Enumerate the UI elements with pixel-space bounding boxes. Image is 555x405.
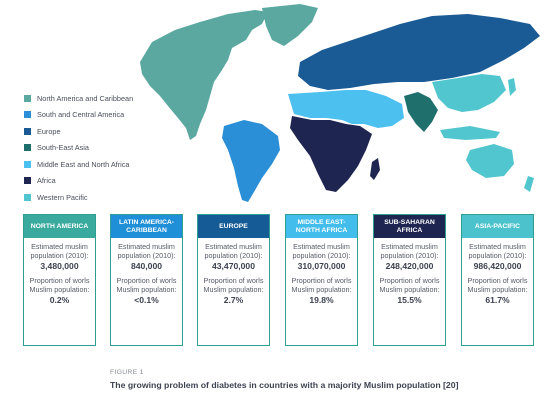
region-card: EUROPE Estimated muslim population (2010)… <box>197 214 270 346</box>
proportion-value: 0.2% <box>49 295 70 305</box>
map-region-africa <box>290 116 372 192</box>
region-cards: NORTH AMERICA Estimated muslim population… <box>23 214 534 348</box>
card-title: LATIN AMERICA-CARIBBEAN <box>111 215 182 238</box>
proportion-label: Proportion of worls Muslim population: <box>467 276 528 294</box>
card-title: EUROPE <box>198 215 269 238</box>
legend-label: Middle East and North Africa <box>37 159 130 169</box>
legend-item: Western Pacific <box>24 189 133 206</box>
legend-label: Western Pacific <box>37 192 88 202</box>
map-region-japan <box>508 78 516 96</box>
map-region-greenland <box>262 4 318 46</box>
legend-item: Africa <box>24 173 133 190</box>
legend-swatch <box>24 127 31 135</box>
legend-swatch <box>24 94 31 102</box>
legend-swatch <box>24 144 31 152</box>
region-card: MIDDLE EAST-NORTH AFRICA Estimated muslim… <box>285 214 358 346</box>
population-label: Estimated muslim population (2010): <box>380 242 439 260</box>
population-value: 43,470,000 <box>211 261 255 271</box>
proportion-value: 15.5% <box>397 295 422 305</box>
card-title: MIDDLE EAST-NORTH AFRICA <box>286 215 357 238</box>
legend-label: Europe <box>37 126 61 136</box>
legend-item: South and Central America <box>24 107 133 124</box>
map-region-madagascar <box>370 158 380 180</box>
proportion-value: 19.8% <box>309 295 334 305</box>
card-title: SUB-SAHARAN AFRICA <box>374 215 445 238</box>
population-label: Estimated muslim population (2010): <box>292 242 351 260</box>
region-card: NORTH AMERICA Estimated muslim population… <box>23 214 96 346</box>
legend-item: South-East Asia <box>24 140 133 157</box>
proportion-label: Proportion of worls Muslim population: <box>203 276 264 294</box>
map-legend: North America and Caribbean South and Cen… <box>24 90 133 206</box>
region-card: SUB-SAHARAN AFRICA Estimated muslim popul… <box>373 214 446 346</box>
legend-label: South-East Asia <box>37 143 89 153</box>
map-region-europe <box>298 14 540 90</box>
map-region-western-pacific <box>432 74 506 112</box>
legend-swatch <box>24 111 31 119</box>
card-title: NORTH AMERICA <box>24 215 95 238</box>
map-region-new-zealand <box>524 176 534 192</box>
figure-caption: The growing problem of diabetes in count… <box>110 380 459 390</box>
map-region-australia <box>466 144 514 178</box>
legend-label: North America and Caribbean <box>37 93 134 103</box>
population-label: Estimated muslim population (2010): <box>117 242 176 260</box>
proportion-label: Proportion of worls Muslim population: <box>116 276 177 294</box>
population-value: 986,420,000 <box>473 261 522 271</box>
proportion-label: Proportion of worls Muslim population: <box>379 276 440 294</box>
proportion-value: <0.1% <box>134 295 159 305</box>
map-region-indonesia <box>440 126 500 140</box>
population-value: 310,070,000 <box>297 261 346 271</box>
legend-swatch <box>24 160 31 168</box>
map-region-north-america <box>140 10 268 140</box>
map-region-south-east-asia <box>404 92 438 132</box>
region-card: ASIA-PACIFIC Estimated muslim population … <box>461 214 534 346</box>
proportion-value: 61.7% <box>485 295 510 305</box>
map-region-mena <box>288 90 404 128</box>
figure-label: FIGURE 1 <box>110 369 144 376</box>
population-value: 3,480,000 <box>40 261 79 271</box>
legend-item: North America and Caribbean <box>24 90 133 107</box>
proportion-label: Proportion of worls Muslim population: <box>29 276 90 294</box>
legend-swatch <box>24 177 31 185</box>
population-value: 248,420,000 <box>385 261 434 271</box>
legend-label: South and Central America <box>37 110 125 120</box>
population-label: Estimated muslim population (2010): <box>30 242 89 260</box>
world-map <box>140 4 540 202</box>
map-region-south-america <box>222 120 280 202</box>
region-card: LATIN AMERICA-CARIBBEAN Estimated muslim … <box>110 214 183 346</box>
legend-label: Africa <box>37 176 56 186</box>
population-label: Estimated muslim population (2010): <box>468 242 527 260</box>
legend-item: Europe <box>24 123 133 140</box>
proportion-label: Proportion of worls Muslim population: <box>291 276 352 294</box>
population-value: 840,000 <box>130 261 163 271</box>
card-title: ASIA-PACIFIC <box>462 215 533 238</box>
proportion-value: 2.7% <box>223 295 244 305</box>
legend-item: Middle East and North Africa <box>24 156 133 173</box>
legend-swatch <box>24 193 31 201</box>
population-label: Estimated muslim population (2010): <box>204 242 263 260</box>
